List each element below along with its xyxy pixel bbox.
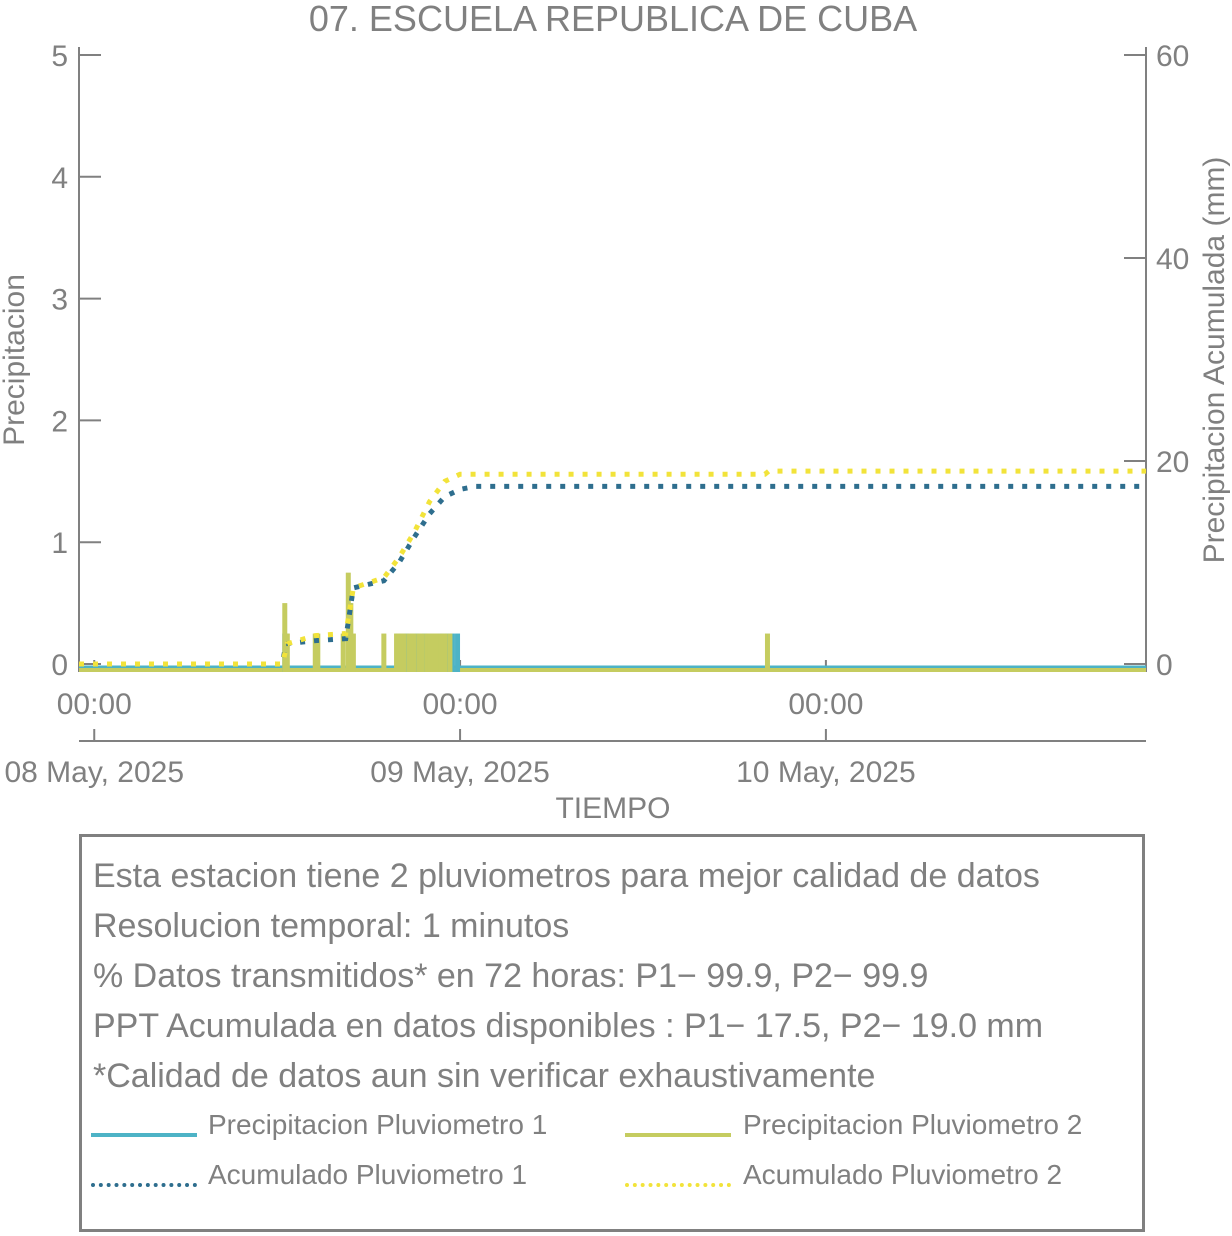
y-tick-label: 3: [51, 284, 68, 317]
y-tick-label: 5: [51, 40, 68, 73]
precip-2-bar: [399, 633, 405, 672]
y-tick-label: 1: [51, 527, 68, 560]
x-date-tick-label: 10 May, 2025: [736, 756, 916, 789]
precip-2-bar: [396, 633, 402, 672]
y2-tick-label: 0: [1156, 649, 1173, 682]
legend-swatch-acum-2: [625, 1183, 731, 1187]
legend-label-acum-1: Acumulado Pluviometro 1: [208, 1159, 528, 1190]
info-line-transmitted: % Datos transmitidos* en 72 horas: P1− 9…: [93, 957, 929, 995]
legend-label-precip-1: Precipitacion Pluviometro 1: [208, 1109, 548, 1140]
precip-2-bar: [381, 633, 387, 672]
precip-2-bar: [427, 633, 433, 672]
precip-2-bar: [416, 633, 422, 672]
y2-tick-label: 20: [1156, 446, 1189, 479]
precip-1-bar: [414, 633, 420, 672]
precip-2-bar: [350, 633, 356, 672]
precip-2-bar: [282, 603, 288, 672]
precip-2-bar: [447, 633, 453, 672]
legend-label-acum-2: Acumulado Pluviometro 2: [743, 1159, 1063, 1190]
precip-2-bar: [424, 633, 430, 672]
legend-swatch-precip-2: [625, 1133, 731, 1137]
precip-1-bar: [455, 633, 461, 672]
precip-2-bar: [315, 633, 321, 672]
precip-2-bar: [442, 633, 448, 672]
precip-1-bar: [404, 633, 410, 672]
legend-label-precip-2: Precipitacion Pluviometro 2: [743, 1109, 1083, 1140]
acum-1-line: [79, 483, 1146, 667]
x-axis-label: TIEMPO: [555, 792, 670, 825]
info-line-accumulated: PPT Acumulada en datos disponibles : P1−…: [93, 1007, 1044, 1045]
precip-1-bar: [449, 633, 455, 672]
y2-tick-label: 40: [1156, 243, 1189, 276]
x-date-tick-label: 09 May, 2025: [370, 756, 550, 789]
precipitation-chart: 07. ESCUELA REPUBLICA DE CUBA 0 1 2 3 4 5 0 20 4…: [0, 0, 1231, 825]
precip-2-bar: [406, 633, 412, 672]
y-tick-label: 4: [51, 162, 68, 195]
precip-2-bar: [340, 633, 346, 672]
precip-2-bar: [394, 633, 400, 672]
precip-2-bar: [764, 633, 770, 672]
info-line-stations: Esta estacion tiene 2 pluviometros para …: [93, 857, 1040, 895]
precip-2-bar: [438, 633, 444, 672]
x-time-tick-label: 00:00: [423, 688, 498, 721]
precip-2-bar: [411, 633, 417, 672]
info-panel: Esta estacion tiene 2 pluviometros para …: [79, 834, 1145, 1232]
y-tick-label: 2: [51, 405, 68, 438]
precip-2-bar: [284, 633, 290, 672]
legend-swatch-precip-1: [91, 1133, 197, 1137]
precip-2-bar: [312, 633, 318, 672]
precip-1-bar: [444, 633, 450, 672]
y-axis-label: Precipitacion: [0, 274, 31, 446]
x-date-tick-label: 08 May, 2025: [4, 756, 184, 789]
precip-2-bar: [348, 603, 354, 672]
y2-tick-label: 60: [1156, 40, 1189, 73]
x-time-tick-label: 00:00: [57, 688, 132, 721]
precip-2-bar: [434, 633, 440, 672]
precip-2-bar: [432, 633, 438, 672]
legend-swatch-acum-1: [91, 1183, 197, 1187]
acum-2-line: [79, 468, 1146, 667]
precip-2-bar: [429, 633, 435, 672]
y2-axis-label: Precipitacion Acumulada (mm): [1198, 157, 1231, 564]
y-tick-label: 0: [51, 649, 68, 682]
precip-2-bar: [419, 633, 425, 672]
x-time-tick-label: 00:00: [788, 688, 863, 721]
precip-2-bar: [401, 633, 407, 672]
chart-title: 07. ESCUELA REPUBLICA DE CUBA: [309, 0, 917, 39]
info-line-quality-note: *Calidad de datos aun sin verificar exha…: [93, 1057, 876, 1095]
plot-area: 0 1 2 3 4 5 0 20 40 60 00:00 08 May, 2025 00:00 09 Ma…: [4, 40, 1189, 789]
precip-2-bar: [409, 633, 415, 672]
info-line-resolution: Resolucion temporal: 1 minutos: [93, 907, 570, 945]
